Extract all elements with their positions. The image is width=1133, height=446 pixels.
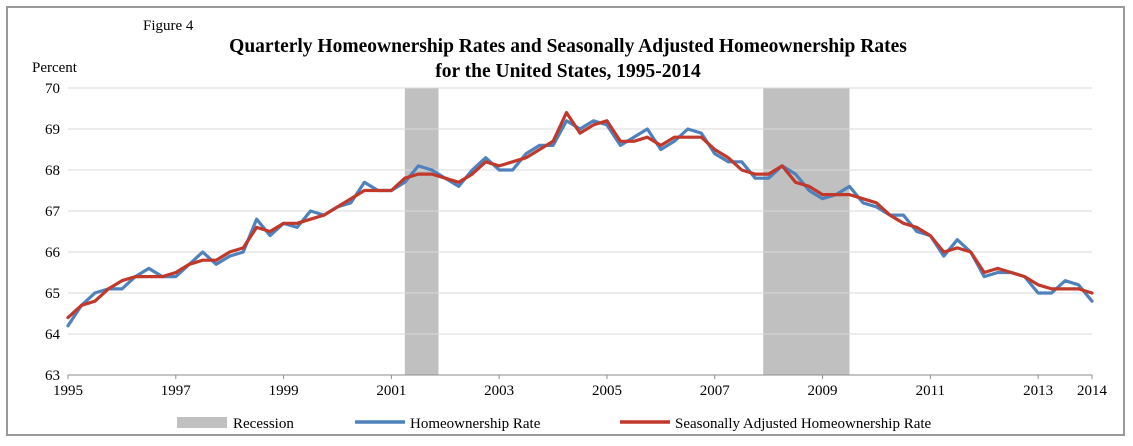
figure-label: Figure 4 <box>143 18 194 34</box>
y-tick-label: 65 <box>45 286 60 302</box>
x-tick-label: 2013 <box>1023 383 1053 399</box>
series-line-homeownership <box>66 119 1094 328</box>
x-tick-label: 2007 <box>700 383 731 399</box>
x-tick-label: 2009 <box>808 383 838 399</box>
x-tick-label: 2001 <box>376 383 406 399</box>
y-tick-labels: 63 64 65 66 67 68 69 70 <box>45 81 61 384</box>
x-tick-label: 2005 <box>592 383 622 399</box>
x-tick-labels: 1995 1997 1999 2001 2003 2005 2007 2009 2011 2013… <box>53 375 1108 399</box>
series-lines <box>66 110 1094 328</box>
y-tick-label: 70 <box>45 81 60 97</box>
y-tick-label: 63 <box>45 368 60 384</box>
y-tick-label: 67 <box>45 204 61 220</box>
y-tick-label: 68 <box>45 163 60 179</box>
y-tick-label: 64 <box>45 327 61 343</box>
legend: Recession Homeownership Rate Seasonally … <box>177 416 932 432</box>
y-axis-label: Percent <box>32 60 78 76</box>
chart-frame <box>6 6 1125 436</box>
x-tick-label: 2011 <box>916 383 945 399</box>
recession-band-1 <box>404 88 439 375</box>
chart-title-line1: Quarterly Homeownership Rates and Season… <box>229 36 907 57</box>
x-tick-label: 2014 <box>1077 383 1108 399</box>
legend-swatch-recession <box>177 417 227 428</box>
chart-title-line2: for the United States, 1995-2014 <box>435 61 701 82</box>
recession-band-2 <box>763 88 850 375</box>
x-tick-label: 1995 <box>53 383 83 399</box>
recession-bands <box>404 88 850 375</box>
legend-label-seasonally-adjusted: Seasonally Adjusted Homeownership Rate <box>675 416 932 432</box>
y-tick-label: 66 <box>45 245 61 261</box>
legend-label-recession: Recession <box>233 416 294 432</box>
x-tick-label: 2003 <box>484 383 514 399</box>
x-tick-label: 1999 <box>269 383 299 399</box>
legend-label-homeownership: Homeownership Rate <box>410 416 541 432</box>
x-tick-label: 1997 <box>161 383 192 399</box>
y-tick-label: 69 <box>45 122 60 138</box>
series-line-seasonally-adjusted <box>66 110 1094 320</box>
